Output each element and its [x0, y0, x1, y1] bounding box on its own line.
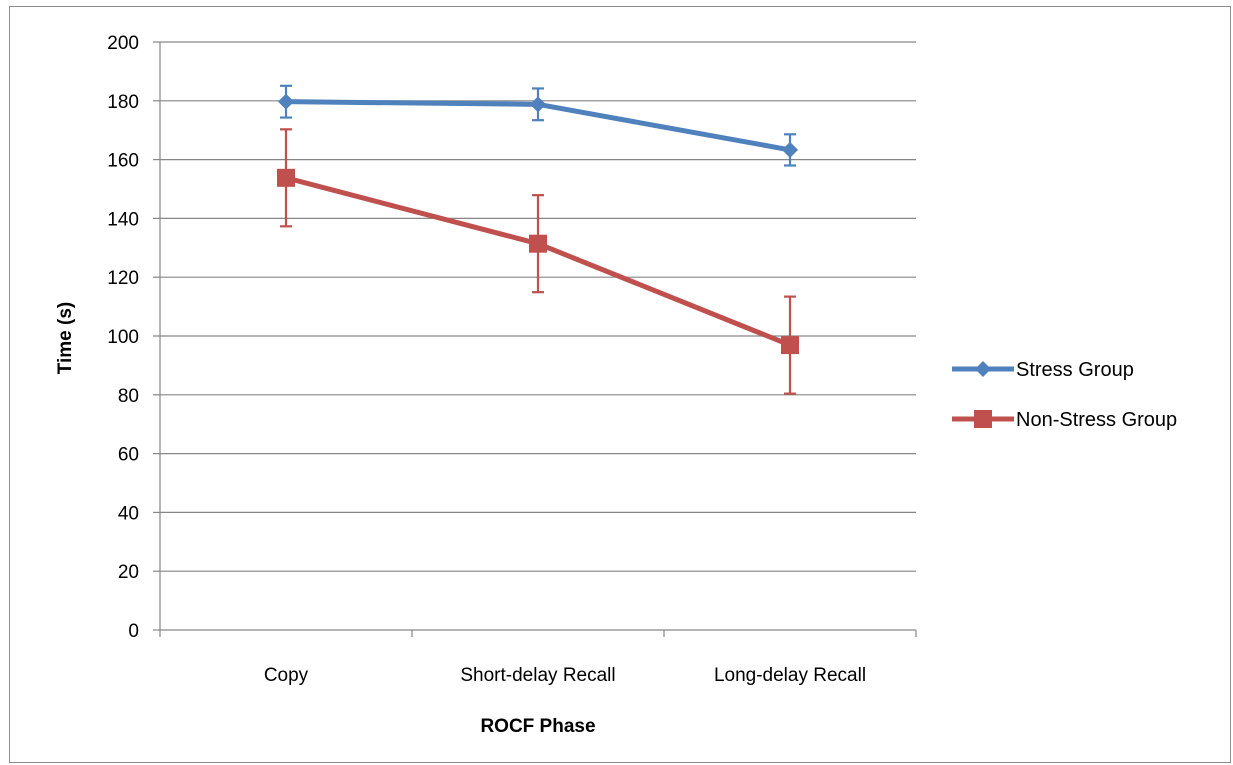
y-tick-label: 60 [118, 445, 139, 466]
y-tick-label: 120 [107, 268, 139, 289]
legend-label: Non-Stress Group [1016, 409, 1177, 431]
y-tick-label: 20 [118, 562, 139, 583]
data-point [530, 96, 546, 113]
data-point [781, 336, 799, 355]
y-tick-label: 180 [107, 92, 139, 113]
axes [153, 41, 917, 637]
plot-area [277, 84, 799, 395]
legend-label: Stress Group [1016, 359, 1134, 381]
legend-item: Stress Group [952, 359, 1134, 381]
data-point [277, 168, 295, 187]
series-1 [278, 84, 798, 167]
y-tick-label: 80 [118, 386, 139, 407]
y-tick-label: 200 [107, 33, 139, 54]
legend: Stress Group Non-Stress Group [952, 359, 1177, 431]
x-tick-labels: Copy Short-delay Recall Long-delay Recall [264, 665, 866, 686]
gridlines [160, 41, 916, 572]
data-point [278, 93, 294, 110]
y-tick-label: 40 [118, 503, 139, 524]
y-tick-labels: 0 20 40 60 80 100 120 140 160 180 200 [107, 33, 139, 642]
y-tick-label: 160 [107, 151, 139, 172]
data-point [529, 234, 547, 253]
y-axis-title: Time (s) [55, 302, 76, 375]
legend-marker [974, 410, 992, 428]
x-tick-label: Copy [264, 665, 309, 686]
y-tick-label: 100 [107, 327, 139, 348]
x-tick-label: Long-delay Recall [714, 665, 866, 686]
legend-marker [975, 361, 991, 377]
y-tick-label: 0 [128, 621, 139, 642]
y-tick-label: 140 [107, 209, 139, 230]
x-tick-label: Short-delay Recall [460, 665, 615, 686]
series-2 [277, 128, 799, 395]
legend-item: Non-Stress Group [952, 409, 1177, 431]
data-point [782, 141, 798, 158]
chart-frame [9, 6, 1231, 763]
x-axis-title: ROCF Phase [480, 716, 595, 737]
